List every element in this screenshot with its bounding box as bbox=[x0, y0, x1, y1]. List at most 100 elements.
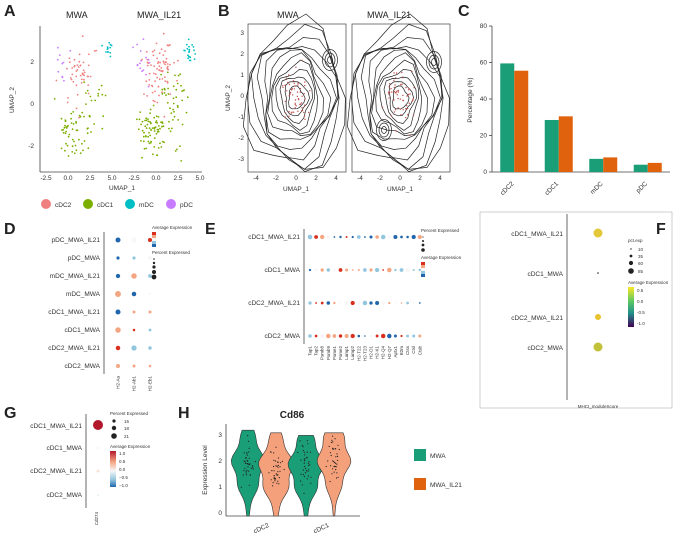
g-legend: Percent Expressed 15 18 21 Average Expre… bbox=[110, 411, 151, 488]
dot-gene-label: Ctss bbox=[405, 345, 410, 355]
density-point bbox=[299, 91, 301, 93]
violin-point bbox=[310, 482, 312, 484]
umap-point bbox=[145, 73, 147, 76]
density-contour bbox=[251, 37, 339, 170]
panel-f-frame bbox=[479, 211, 673, 409]
density-point bbox=[301, 107, 303, 109]
umap-point bbox=[80, 82, 83, 84]
umap-point bbox=[85, 92, 87, 94]
umap-point bbox=[138, 118, 141, 121]
dot bbox=[148, 310, 152, 314]
violin-point bbox=[308, 464, 310, 467]
umap-point bbox=[86, 132, 89, 135]
umap-point bbox=[145, 119, 148, 122]
violin-point bbox=[279, 470, 281, 472]
violin-point bbox=[277, 480, 279, 482]
density-contour bbox=[383, 76, 417, 124]
umap-point bbox=[148, 127, 151, 129]
umap-point bbox=[153, 72, 155, 75]
violin-point bbox=[273, 470, 275, 472]
violin-point bbox=[337, 476, 339, 478]
umap-point bbox=[64, 149, 66, 152]
umap-point bbox=[172, 85, 175, 88]
h-ytick: 3 bbox=[218, 432, 222, 439]
g-legend-pct-tick: 21 bbox=[124, 434, 130, 439]
umap-point bbox=[152, 153, 154, 156]
dot bbox=[148, 364, 152, 368]
e-legend-swatch bbox=[421, 268, 425, 271]
g-legend-size bbox=[112, 419, 116, 423]
umap-point bbox=[185, 111, 188, 114]
violin-point bbox=[307, 462, 309, 464]
density-point bbox=[288, 83, 291, 86]
umap-point bbox=[156, 57, 159, 60]
f-dot bbox=[593, 342, 603, 352]
b-ylabel: UMAP_2 bbox=[225, 85, 232, 111]
violin-point bbox=[248, 447, 250, 449]
dot bbox=[132, 328, 136, 332]
umap-point bbox=[176, 148, 178, 151]
violin-point bbox=[309, 451, 312, 453]
umap-point bbox=[147, 118, 149, 120]
violin-point bbox=[247, 466, 249, 468]
umap-point bbox=[171, 127, 173, 130]
density-contour bbox=[264, 47, 337, 150]
density-point bbox=[287, 74, 290, 76]
dot bbox=[400, 235, 403, 239]
dot bbox=[406, 334, 410, 338]
umap-point bbox=[147, 120, 150, 123]
umap-point bbox=[55, 79, 58, 82]
umap-point bbox=[93, 50, 96, 52]
dot bbox=[405, 267, 410, 273]
violin-point bbox=[248, 470, 250, 472]
umap-point bbox=[172, 119, 174, 121]
umap-point bbox=[170, 112, 173, 114]
f-row-label: cDC2_MWA bbox=[527, 345, 563, 352]
dot bbox=[115, 309, 121, 315]
bar-cdc2-mwa_il21 bbox=[514, 70, 529, 172]
density-point bbox=[299, 87, 302, 90]
density-point bbox=[409, 134, 411, 137]
umap-point bbox=[101, 44, 103, 47]
umap-point bbox=[148, 84, 151, 86]
umap-point bbox=[157, 130, 160, 133]
density-point bbox=[397, 107, 399, 109]
density-point bbox=[304, 104, 306, 106]
umap-point bbox=[87, 92, 90, 95]
umap-point bbox=[156, 76, 159, 79]
umap-point bbox=[160, 48, 163, 51]
panel-f-letter: F bbox=[656, 221, 666, 238]
violin-point bbox=[248, 484, 250, 486]
violin-point bbox=[276, 465, 278, 467]
umap-point bbox=[188, 45, 190, 48]
umap-point bbox=[179, 145, 181, 148]
umap-point bbox=[75, 70, 78, 72]
density-point bbox=[301, 95, 303, 98]
density-point bbox=[405, 108, 407, 110]
density-point bbox=[408, 88, 411, 90]
umap-point bbox=[67, 135, 70, 138]
umap-point bbox=[137, 128, 140, 131]
umap-point bbox=[75, 107, 78, 110]
density-point bbox=[411, 70, 413, 73]
c-xtick: mDC bbox=[589, 180, 605, 196]
dot bbox=[374, 267, 380, 273]
umap-point bbox=[158, 65, 161, 68]
umap-point bbox=[157, 125, 160, 127]
density-point bbox=[394, 84, 396, 86]
density-point bbox=[412, 97, 414, 100]
panel-d-letter: D bbox=[4, 221, 16, 238]
b-xtick: 4 bbox=[438, 175, 442, 182]
density-point bbox=[394, 109, 397, 111]
density-point bbox=[286, 90, 288, 92]
violin-point bbox=[302, 446, 304, 448]
violin-point bbox=[335, 469, 337, 471]
dot bbox=[399, 268, 404, 272]
density-point bbox=[391, 91, 393, 93]
violin-point bbox=[240, 486, 242, 488]
density-point bbox=[307, 111, 310, 114]
dot-row-label: cDC1_MWA bbox=[264, 267, 300, 274]
density-contour bbox=[256, 46, 339, 161]
g-legend-expr-tick: 0.0 bbox=[119, 467, 126, 472]
umap-point bbox=[63, 126, 66, 129]
